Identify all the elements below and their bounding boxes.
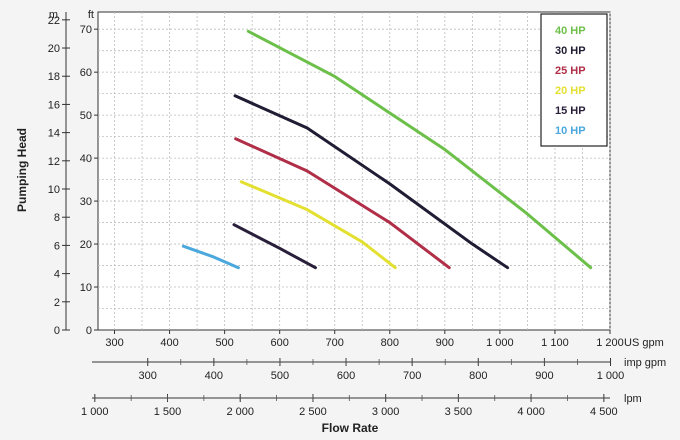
- secondary-x-tick-label: 3 500: [445, 406, 473, 418]
- x-tick-label: 400: [160, 337, 178, 349]
- secondary-x-tick-label: 500: [271, 370, 289, 382]
- y-tick-label: 60: [80, 67, 92, 79]
- series-line-20-hp: [239, 180, 397, 270]
- legend-entry-30-hp: 30 HP: [555, 45, 586, 57]
- secondary-x-tick-label: 900: [535, 370, 553, 382]
- x-tick-label: 1 200: [596, 337, 624, 349]
- plot-area: [97, 11, 611, 331]
- x-tick-label: 900: [436, 337, 454, 349]
- secondary-x-tick-label: 2 500: [299, 406, 327, 418]
- x-tick-label: 1 100: [541, 337, 569, 349]
- x-axis-title: Flow Rate: [322, 421, 379, 435]
- series-line-25-hp: [234, 137, 451, 270]
- series-line-30-hp: [233, 94, 510, 270]
- secondary-x-tick-label: 3 000: [372, 406, 400, 418]
- secondary-x-tick-label: 4 500: [590, 406, 618, 418]
- y-tick-label: 0: [86, 325, 92, 337]
- secondary-x-tick-label: 1 000: [597, 370, 625, 382]
- y-axis-title: Pumping Head: [15, 128, 29, 212]
- legend-entry-40-hp: 40 HP: [555, 25, 586, 37]
- secondary-y-tick-label: 22: [48, 15, 60, 27]
- secondary-y-tick-label: 6: [54, 240, 60, 252]
- secondary-x-tick-label: 2 000: [226, 406, 254, 418]
- secondary-y-unit-label: m: [49, 9, 58, 21]
- secondary-x-tick-label: 600: [337, 370, 355, 382]
- x-tick-label: 300: [105, 337, 123, 349]
- y-tick-label: 50: [80, 110, 92, 122]
- secondary-x-tick-label: 800: [469, 370, 487, 382]
- secondary-y-tick-label: 10: [48, 184, 60, 196]
- legend-entry-20-hp: 20 HP: [555, 85, 586, 97]
- secondary-y-tick-label: 12: [48, 156, 60, 168]
- series-line-15-hp: [232, 223, 317, 270]
- x-tick-label: 600: [270, 337, 288, 349]
- y-tick-label: 40: [80, 153, 92, 165]
- secondary-y-tick-label: 18: [48, 71, 60, 83]
- secondary-x-tick-label: 300: [139, 370, 157, 382]
- secondary-y-tick-label: 14: [48, 128, 60, 140]
- secondary-x-unit-label: lpm: [624, 393, 642, 405]
- secondary-x-tick-label: 400: [205, 370, 223, 382]
- y-tick-label: 10: [80, 282, 92, 294]
- x-tick-label: 1 000: [486, 337, 514, 349]
- secondary-x-tick-label: 1 000: [81, 406, 109, 418]
- secondary-y-tick-label: 0: [54, 325, 60, 337]
- x-tick-label: 700: [326, 337, 344, 349]
- legend-entry-25-hp: 25 HP: [555, 65, 586, 77]
- y-tick-label: 70: [80, 24, 92, 36]
- secondary-y-tick-label: 4: [54, 269, 60, 281]
- y-tick-label: 20: [80, 239, 92, 251]
- secondary-x-tick-label: 1 500: [154, 406, 182, 418]
- x-unit-label: US gpm: [624, 337, 664, 349]
- legend-entry-15-hp: 15 HP: [555, 105, 586, 117]
- x-tick-label: 800: [381, 337, 399, 349]
- secondary-y-tick-label: 16: [48, 99, 60, 111]
- secondary-x-tick-label: 700: [403, 370, 421, 382]
- series-line-10-hp: [181, 244, 240, 270]
- secondary-y-tick-label: 20: [48, 43, 60, 55]
- legend-box: [540, 13, 608, 147]
- secondary-y-tick-label: 8: [54, 212, 60, 224]
- y-unit-label: ft: [88, 9, 94, 21]
- series-line-40-hp: [246, 29, 593, 270]
- secondary-x-tick-label: 4 000: [517, 406, 545, 418]
- secondary-x-unit-label: imp gpm: [624, 357, 666, 369]
- legend-entry-10-hp: 10 HP: [555, 125, 586, 137]
- y-tick-label: 30: [80, 196, 92, 208]
- x-tick-label: 500: [215, 337, 233, 349]
- secondary-y-tick-label: 2: [54, 297, 60, 309]
